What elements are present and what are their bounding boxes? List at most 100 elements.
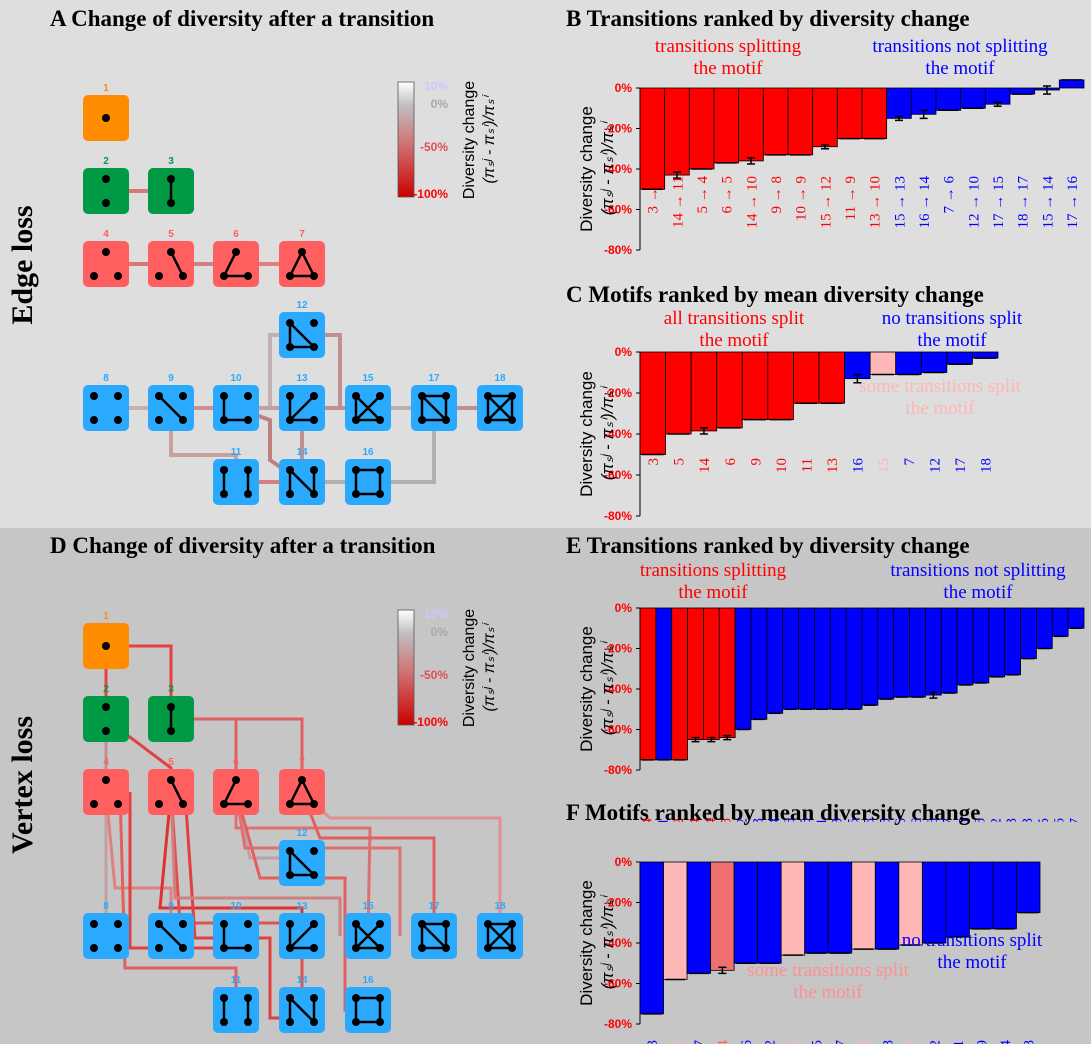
motif-node: [155, 392, 163, 400]
annotation-c-some-line: some transitions split: [859, 376, 1021, 397]
motif-node: [310, 319, 318, 327]
motif-label-8: 8: [103, 901, 109, 912]
bar: [741, 351, 769, 421]
x-category-label: 18: [880, 1040, 896, 1044]
motif-label-8: 8: [103, 373, 109, 384]
svg-text:Diversity change: Diversity change: [577, 106, 596, 232]
motif-node: [352, 392, 360, 400]
motif-1: 1: [83, 83, 129, 141]
motif-node: [220, 920, 228, 928]
x-category-label: 15 → 14: [1040, 176, 1056, 229]
bar: [665, 351, 692, 435]
x-category-label: 16→7: [941, 818, 957, 823]
colorbar-tick: -50%: [420, 140, 448, 154]
x-category-label: 12: [927, 458, 943, 473]
motif-node: [90, 800, 98, 808]
motif-box-11: [213, 459, 259, 505]
x-category-label: 15: [786, 1040, 802, 1044]
y-tick-label: -20%: [604, 386, 632, 400]
motif-box-2: [83, 696, 129, 742]
x-category-label: 17→6: [925, 818, 941, 823]
svg-text:(πₛʲ - πₛⁱ)/πₛⁱ: (πₛʲ - πₛⁱ)/πₛⁱ: [598, 894, 617, 989]
panel-title-a: A Change of diversity after a transition: [50, 6, 435, 31]
motif-box-11: [213, 987, 259, 1033]
x-category-label: 14: [716, 1040, 732, 1044]
annotation-c-none-line: the motif: [917, 330, 987, 351]
motif-node: [286, 272, 294, 280]
x-category-label: 6: [723, 458, 739, 466]
x-category-label: 14 → 10: [744, 176, 760, 229]
x-category-label: 17 → 15: [991, 176, 1007, 229]
motif-14: 14: [279, 447, 325, 505]
x-category-label: 9 → 8: [769, 176, 785, 214]
y-tick-label: -20%: [604, 122, 632, 136]
motif-node: [310, 272, 318, 280]
bar: [1051, 607, 1069, 637]
motif-label-2: 2: [103, 684, 109, 695]
motif-node: [155, 944, 163, 952]
motif-node: [220, 944, 228, 952]
bar: [972, 607, 990, 684]
motif-node: [310, 466, 318, 474]
motif-label-7: 7: [299, 229, 305, 240]
motif-node: [179, 944, 187, 952]
y-axis-label: Diversity change (πₛʲ - πₛⁱ)/πₛⁱ: [577, 106, 617, 232]
bar: [793, 351, 820, 404]
annotation-e-not-split-line: the motif: [943, 582, 1013, 603]
colorbar-gradient: [397, 609, 415, 726]
x-category-label: 8: [1021, 1040, 1037, 1044]
annotation-b-split-line: transitions splitting: [655, 36, 802, 57]
motif-edge: [289, 997, 315, 1023]
motif-node: [484, 920, 492, 928]
motif-node: [418, 920, 426, 928]
motif-node: [244, 272, 252, 280]
motif-node: [286, 466, 294, 474]
motif-13: 13: [279, 373, 325, 431]
x-category-label: 11: [951, 1040, 967, 1044]
x-category-label: 12 → 10: [966, 176, 982, 229]
motif-node: [298, 248, 306, 256]
x-category-label: 13→4: [639, 818, 655, 823]
svg-text:Diversity change: Diversity change: [461, 609, 478, 727]
motif-10: 10: [213, 373, 259, 431]
motif-node: [442, 392, 450, 400]
motif-edge: [289, 850, 315, 876]
bar: [767, 351, 794, 421]
motif-12: 12: [279, 828, 325, 886]
motif-2: 2: [83, 156, 129, 214]
x-category-label: 14 → 11: [670, 176, 686, 228]
motif-label-15: 15: [362, 373, 374, 384]
motif-15: 15: [345, 373, 391, 431]
motif-node: [244, 1018, 252, 1026]
motif-box-4: [83, 769, 129, 815]
motif-box-10: [213, 385, 259, 431]
motif-node: [352, 994, 360, 1002]
motif-node: [376, 416, 384, 424]
bar: [663, 861, 688, 980]
motif-node: [220, 1018, 228, 1026]
y-tick-label: -80%: [604, 509, 632, 523]
y-tick-label: -60%: [604, 977, 632, 991]
bar: [895, 351, 922, 375]
motif-label-11: 11: [231, 447, 242, 458]
motif-edge: [289, 469, 315, 495]
motif-node: [286, 416, 294, 424]
svg-text:(πₛʲ - πₛⁱ)/πₛⁱ: (πₛʲ - πₛⁱ)/πₛⁱ: [598, 385, 617, 480]
motif-label-4: 4: [103, 757, 109, 768]
x-category-label: 3 → 2: [646, 176, 662, 214]
x-category-label: 6→3: [830, 818, 846, 822]
motif-label-10: 10: [230, 373, 242, 384]
panel-title-c: C Motifs ranked by mean diversity change: [566, 282, 984, 307]
bar: [703, 607, 720, 741]
motif-node: [352, 944, 360, 952]
y-tick-label: -40%: [604, 682, 632, 696]
motif-box-4: [83, 241, 129, 287]
motif-node: [508, 944, 516, 952]
x-category-label: 15 → 13: [892, 176, 908, 229]
chart-e: 0% -20% -40% -60% -80% Diversity change (πₛʲ -…: [577, 560, 1085, 823]
colorbar-tick: 10%: [424, 607, 448, 621]
